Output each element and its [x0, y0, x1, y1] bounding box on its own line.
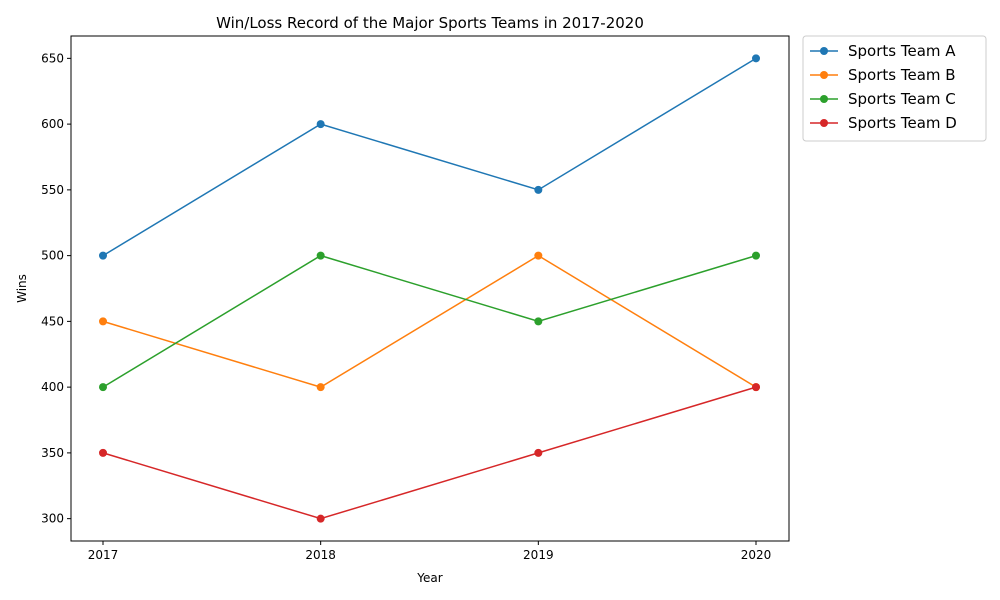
x-tick-label: 2018	[305, 548, 336, 562]
y-tick-label: 650	[41, 51, 64, 65]
y-axis-label: Wins	[15, 274, 29, 303]
data-point	[99, 317, 107, 326]
data-point	[752, 54, 760, 63]
x-axis-label: Year	[416, 571, 442, 585]
y-tick-label: 550	[41, 183, 64, 197]
y-axis: 300 350 400 450 500 550 600 650	[41, 51, 71, 526]
plot-frame	[70, 35, 790, 542]
legend-box	[802, 35, 987, 142]
legend-marker	[820, 47, 828, 55]
y-tick-label: 350	[41, 446, 64, 460]
legend-label: Sports Team A	[848, 42, 956, 60]
data-point	[99, 448, 107, 457]
legend-label: Sports Team C	[848, 90, 956, 108]
legend: Sports Team A Sports Team B Sports Team C S…	[802, 35, 987, 142]
legend-marker	[820, 71, 828, 79]
data-point	[316, 251, 325, 260]
plot-area	[99, 54, 760, 523]
x-tick-label: 2017	[88, 548, 119, 562]
legend-label: Sports Team D	[848, 114, 957, 132]
data-point	[752, 383, 760, 392]
data-point	[99, 383, 107, 392]
x-tick-label: 2020	[741, 548, 772, 562]
series-line	[102, 254, 757, 388]
data-point	[534, 185, 543, 194]
x-axis: 2017 2018 2019 2020	[88, 541, 772, 562]
series-line	[102, 386, 757, 520]
y-tick-label: 450	[41, 314, 64, 328]
legend-label: Sports Team B	[848, 66, 956, 84]
y-tick-label: 500	[41, 249, 64, 263]
data-point	[534, 317, 543, 326]
y-tick-label: 400	[41, 380, 64, 394]
data-point	[316, 514, 325, 523]
chart-title: Win/Loss Record of the Major Sports Team…	[216, 14, 644, 32]
legend-marker	[820, 95, 828, 103]
data-point	[534, 251, 543, 260]
x-tick-label: 2019	[523, 548, 554, 562]
series-line	[102, 254, 757, 388]
data-point	[316, 120, 325, 129]
series-line	[102, 57, 757, 257]
data-point	[534, 448, 543, 457]
y-tick-label: 600	[41, 117, 64, 131]
data-point	[99, 251, 107, 260]
data-point	[316, 383, 325, 392]
y-tick-label: 300	[41, 512, 64, 526]
data-point	[752, 251, 760, 260]
legend-marker	[820, 119, 828, 127]
